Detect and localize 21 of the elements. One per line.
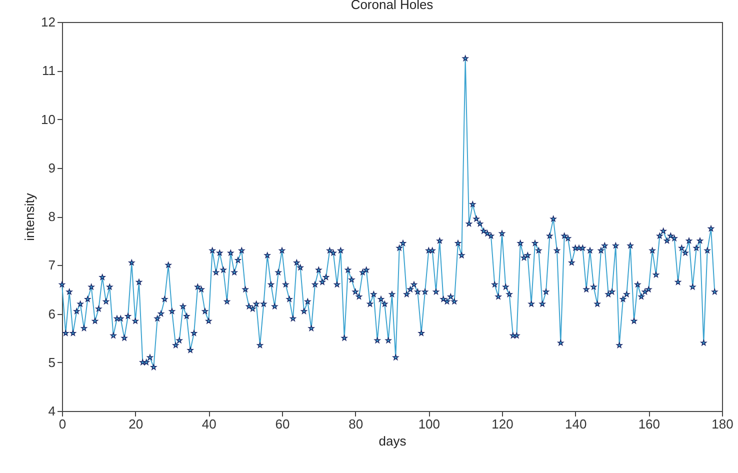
x-tick-label: 40 — [202, 416, 216, 432]
x-tick-label: 100 — [418, 416, 440, 432]
x-tick-label: 160 — [638, 416, 660, 432]
y-tick-label: 8 — [48, 209, 56, 224]
y-axis-title: intensity — [22, 192, 38, 241]
x-tick-label: 80 — [348, 416, 364, 432]
x-tick-label: 140 — [564, 416, 587, 432]
x-tick-label: 0 — [58, 416, 66, 432]
y-tick-label: 5 — [48, 354, 56, 370]
y-tick-label: 11 — [42, 63, 56, 78]
y-tick-label: 12 — [41, 14, 56, 30]
y-tick-label: 9 — [48, 160, 56, 176]
y-tick-label: 10 — [41, 112, 56, 127]
x-tick-label: 180 — [712, 416, 734, 432]
y-tick-label: 6 — [48, 306, 56, 322]
x-tick-label: 20 — [128, 416, 144, 432]
y-tick-label: 7 — [48, 258, 56, 273]
x-axis-title: days — [378, 434, 407, 448]
x-tick-label: 60 — [275, 416, 290, 432]
y-tick-label: 4 — [48, 404, 56, 418]
x-tick-label: 120 — [492, 416, 514, 432]
